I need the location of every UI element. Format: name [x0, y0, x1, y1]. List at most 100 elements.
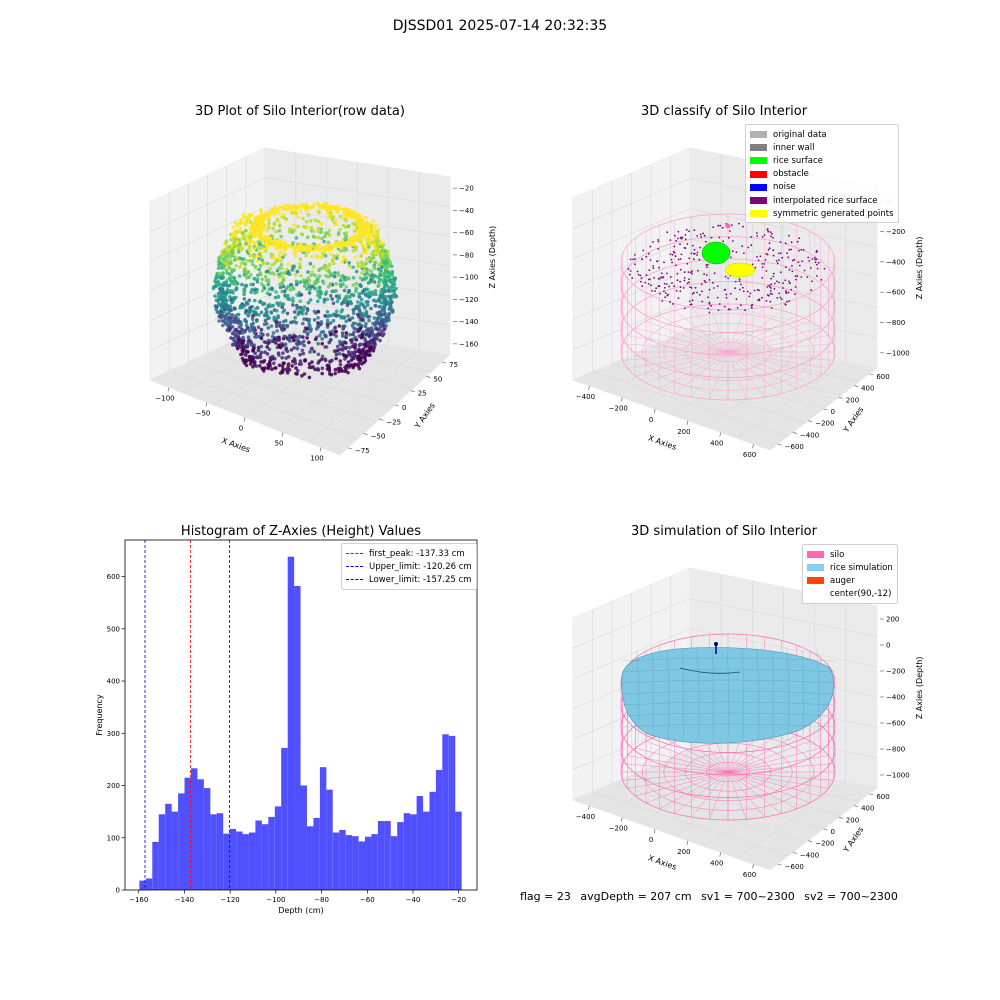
raw-point [260, 366, 265, 371]
raw-point [340, 243, 344, 247]
raw-point [371, 348, 376, 353]
raw-point [359, 219, 363, 223]
raw-point [266, 305, 271, 309]
raw-point [224, 302, 228, 306]
raw-point [318, 295, 322, 300]
raw-point [243, 215, 247, 220]
raw-point [342, 340, 347, 344]
raw-point [272, 213, 276, 217]
raw-point [242, 361, 247, 365]
raw-point [297, 293, 302, 298]
raw-point [354, 286, 359, 291]
raw-point [379, 329, 384, 334]
raw-point [369, 269, 373, 274]
raw-point [308, 249, 312, 253]
histogram-bar [165, 803, 172, 890]
raw-point [301, 308, 306, 312]
raw-point [248, 220, 253, 224]
interpolated-point [650, 284, 652, 287]
raw-point [220, 276, 225, 280]
raw-point [335, 241, 339, 245]
raw-point [337, 351, 342, 356]
raw-point [316, 324, 320, 329]
raw-point [220, 295, 225, 300]
raw-point [344, 335, 348, 340]
interpolated-point [732, 250, 734, 253]
raw-point [256, 215, 260, 219]
raw-point [219, 302, 224, 306]
raw-point [360, 333, 364, 338]
raw-point [375, 243, 379, 247]
raw-point [253, 242, 257, 246]
raw-point [356, 264, 361, 269]
legend-item: rice surface [750, 154, 894, 167]
raw-point [344, 248, 349, 252]
interpolated-point [767, 294, 770, 297]
raw-point [274, 324, 279, 329]
raw-point [221, 252, 226, 257]
raw-point [311, 265, 316, 269]
raw-point [322, 248, 327, 252]
raw-point [286, 261, 291, 266]
raw-point [239, 305, 243, 310]
interpolated-point [697, 269, 699, 272]
raw-point [329, 273, 334, 278]
raw-point [385, 256, 390, 260]
raw-point [336, 271, 341, 275]
raw-point [246, 340, 251, 344]
legend-label: rice surface [773, 155, 823, 166]
raw-point [321, 248, 325, 252]
raw-point [244, 311, 248, 315]
raw-point [360, 230, 365, 234]
interpolated-point [739, 288, 741, 291]
raw-point [239, 218, 243, 222]
raw-point [250, 325, 254, 329]
raw-point [277, 266, 282, 270]
raw-point [260, 258, 265, 263]
raw-point [378, 252, 383, 256]
raw-point [381, 279, 386, 284]
raw-point [261, 244, 266, 248]
raw-point [358, 312, 362, 317]
raw-point [250, 227, 254, 231]
raw-point [381, 297, 386, 301]
raw-point [227, 253, 231, 257]
interpolated-point [671, 261, 673, 264]
y-tick-label: 25 [418, 390, 427, 398]
raw-point [383, 326, 387, 331]
raw-point [353, 216, 357, 220]
raw-point [243, 349, 247, 353]
raw-point [371, 337, 375, 342]
raw-point [266, 242, 270, 247]
raw-point [337, 244, 341, 248]
interpolated-point [701, 300, 704, 303]
histogram-bar [332, 832, 340, 890]
raw-point [384, 299, 388, 303]
raw-point [356, 349, 361, 354]
raw-point [370, 290, 375, 294]
raw-point [243, 330, 247, 334]
raw-point [326, 248, 330, 252]
raw-point [380, 291, 385, 296]
raw-point [346, 212, 350, 217]
raw-point [216, 266, 221, 271]
raw-point [366, 224, 370, 228]
interpolated-point [757, 299, 760, 302]
interpolated-point [773, 287, 776, 290]
interpolated-point [657, 277, 660, 280]
raw-point [298, 352, 302, 357]
raw-point [244, 349, 248, 354]
raw-point [294, 245, 298, 249]
raw-point [386, 315, 391, 320]
raw-point [227, 308, 231, 313]
raw-point [360, 220, 364, 224]
raw-point [362, 287, 367, 292]
simulation-legend: silo rice simulation auger center(90,-12) [802, 544, 898, 604]
raw-point [346, 209, 350, 213]
raw-point [230, 243, 234, 248]
raw-point [293, 361, 298, 366]
raw-point [380, 320, 385, 324]
raw-point [250, 231, 255, 235]
y-tick-label: −600 [785, 863, 804, 871]
raw-point [342, 255, 346, 259]
